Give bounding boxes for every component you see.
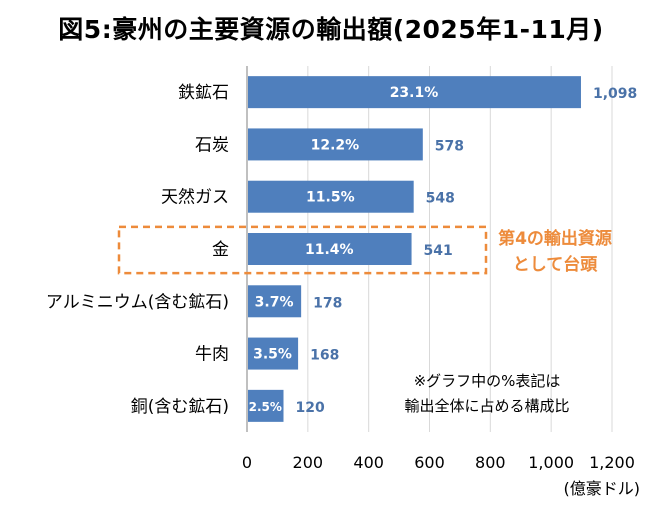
category-label: 銅(含む鉱石) (131, 397, 229, 417)
bar (248, 233, 412, 265)
value-label: 541 (424, 243, 453, 259)
callout-text: として台頭 (513, 254, 598, 275)
category-label: 石炭 (195, 135, 229, 155)
share-label: 3.7% (255, 294, 294, 310)
value-label: 548 (426, 191, 455, 207)
share-label: 3.5% (253, 347, 292, 363)
share-label: 11.4% (305, 242, 354, 258)
value-label: 168 (310, 348, 339, 364)
bar (248, 180, 414, 213)
x-tick-label: 800 (475, 453, 506, 472)
note-text: 輸出全体に占める構成比 (404, 397, 569, 415)
value-label: 178 (313, 295, 342, 311)
bars (248, 76, 581, 422)
category-label: 鉄鉱石 (178, 83, 229, 103)
x-tick-label: 1,000 (528, 453, 574, 472)
x-tick-label: 200 (293, 453, 324, 472)
value-label: 120 (296, 400, 325, 416)
bar (248, 285, 302, 318)
bar (248, 128, 423, 161)
x-axis-unit: (億豪ドル) (564, 479, 641, 498)
share-label: 12.2% (311, 137, 360, 153)
x-tick-label: 1,200 (589, 453, 635, 472)
bar (248, 76, 581, 109)
callout-text: 第4の輸出資源 (498, 228, 612, 249)
share-label: 23.1% (390, 85, 439, 101)
category-label: 金 (212, 240, 229, 260)
value-label: 578 (435, 138, 464, 154)
bar (248, 337, 299, 370)
x-tick-label: 0 (242, 453, 252, 472)
value-label: 1,098 (593, 86, 637, 102)
share-label: 11.5% (306, 190, 355, 206)
highlight-box (117, 225, 488, 275)
note-text: ※グラフ中の%表記は (414, 372, 561, 390)
bar (248, 389, 284, 422)
x-tick-label: 600 (414, 453, 445, 472)
axes: 0 200 400 600 800 1,000 1,200 (億豪ドル) (242, 66, 640, 498)
x-tick-label: 400 (353, 453, 384, 472)
share-label: 2.5% (249, 400, 282, 414)
category-label: アルミニウム(含む鉱石) (46, 292, 229, 312)
category-label: 牛肉 (195, 345, 229, 365)
labels: 鉄鉱石 23.1% 1,098 石炭 12.2% 578 天然ガス 11.5% 548 金 11.4… (46, 83, 637, 417)
chart-title: 図5:豪州の主要資源の輸出額(2025年1-11月) (58, 15, 604, 44)
category-label: 天然ガス (161, 188, 229, 208)
